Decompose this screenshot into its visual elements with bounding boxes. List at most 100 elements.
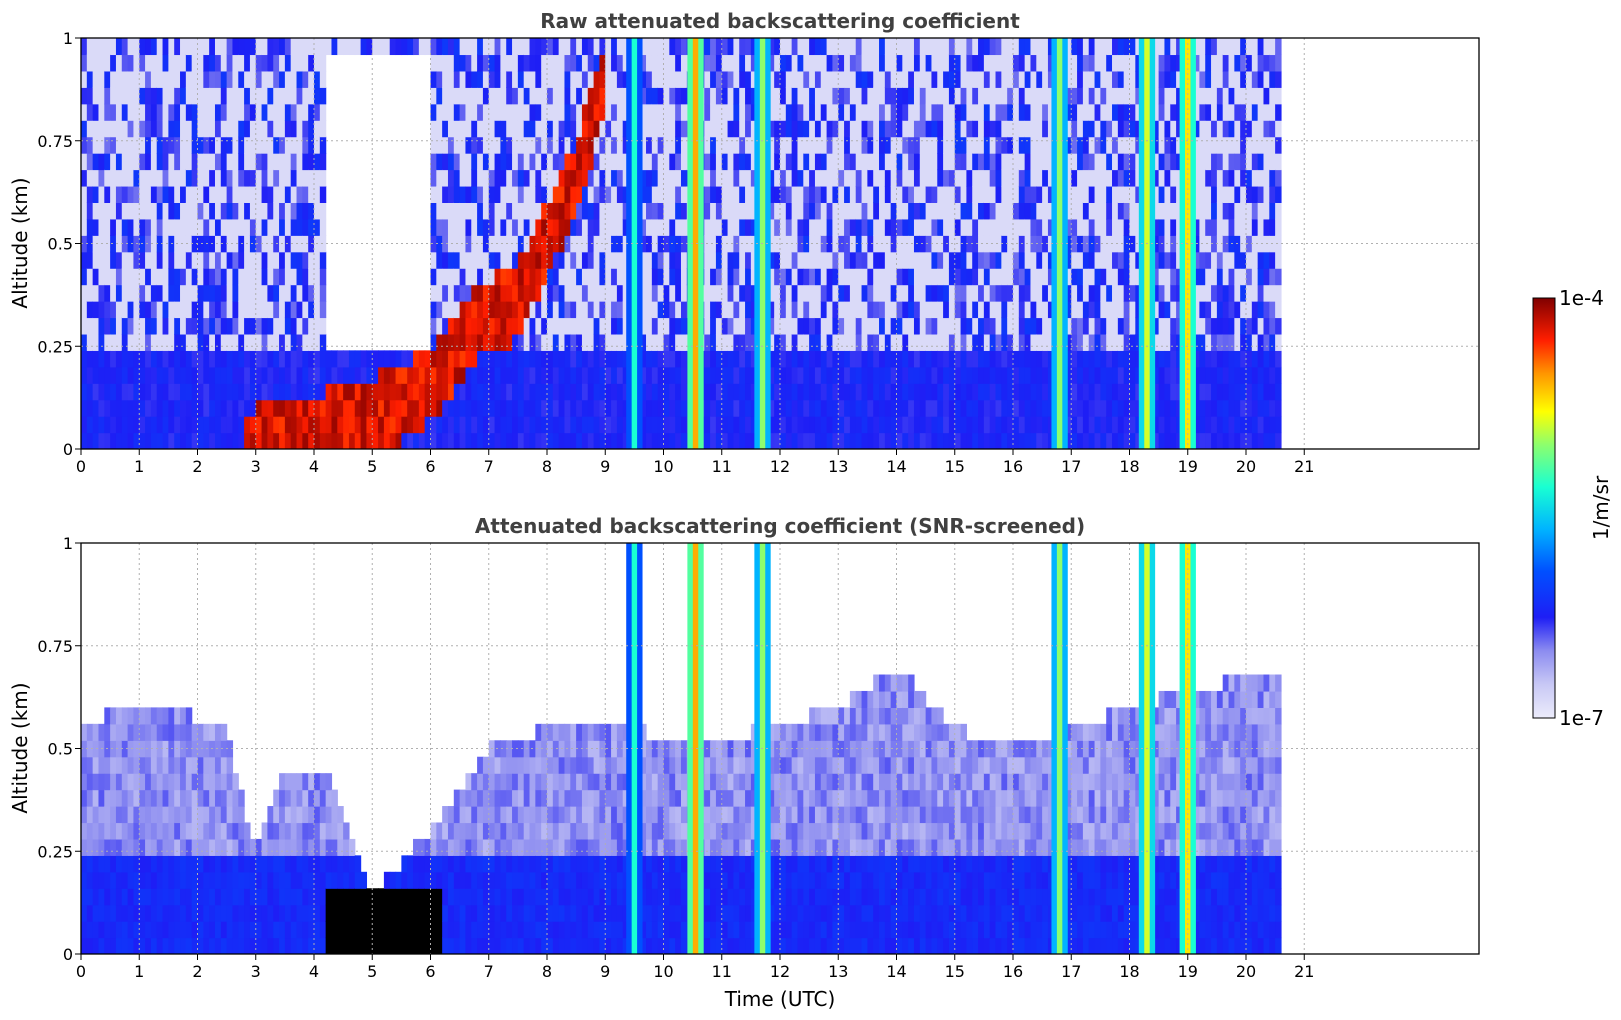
heat-cell <box>1047 185 1055 203</box>
heat-cell <box>1088 251 1096 269</box>
heat-cell <box>1135 284 1142 302</box>
heat-cell <box>902 87 909 105</box>
heat-cell <box>605 169 612 187</box>
heat-cell <box>611 202 618 220</box>
heat-cell <box>127 301 135 319</box>
heat-cell <box>1222 251 1230 269</box>
heat-cell <box>780 284 787 302</box>
heat-cell <box>98 888 105 906</box>
heat-cell <box>430 333 437 351</box>
heat-cell <box>1135 383 1142 401</box>
heat-cell <box>954 284 962 302</box>
heat-cell <box>820 432 828 449</box>
heat-cell <box>465 366 472 384</box>
heat-cell <box>110 169 117 187</box>
heat-cell <box>1030 251 1037 269</box>
heat-cell <box>861 432 868 449</box>
heat-cell <box>366 38 373 56</box>
heat-cell <box>849 54 857 72</box>
heat-cell <box>1152 54 1160 72</box>
heat-cell <box>1024 333 1032 351</box>
heat-cell <box>529 87 536 105</box>
heat-cell <box>279 169 286 187</box>
heat-cell <box>121 136 129 154</box>
heat-cell <box>797 70 804 88</box>
heat-cell <box>98 136 105 154</box>
heat-cell <box>1018 54 1026 72</box>
heat-cell <box>378 366 385 384</box>
heat-cell <box>675 301 682 319</box>
heat-cell <box>1269 366 1276 384</box>
heat-cell <box>459 218 467 236</box>
heat-cell <box>1088 366 1096 384</box>
heat-cell <box>715 350 723 368</box>
heat-cell <box>447 120 455 138</box>
heat-cell <box>785 235 793 253</box>
heat-cell <box>1112 103 1119 121</box>
heat-cell <box>564 432 571 449</box>
heat-cell <box>168 87 175 105</box>
heat-cell <box>1123 416 1131 434</box>
heat-cell <box>890 169 898 187</box>
heat-cell <box>838 416 845 434</box>
heat-cell <box>279 416 286 434</box>
heat-cell <box>1135 70 1142 88</box>
heat-cell <box>1065 251 1072 269</box>
heat-cell <box>1106 432 1113 449</box>
heat-cell <box>1211 38 1218 56</box>
heat-cell <box>214 284 222 302</box>
heat-cell <box>710 103 717 121</box>
heat-cell <box>1077 54 1084 72</box>
heat-cell <box>273 383 280 401</box>
heat-cell <box>1018 416 1026 434</box>
heat-cell <box>774 202 781 220</box>
heat-cell <box>133 251 140 269</box>
heat-cell <box>273 136 280 154</box>
heat-cell <box>809 87 816 105</box>
heat-cell <box>459 251 467 269</box>
heat-cell <box>919 218 927 236</box>
heat-cell <box>191 235 199 253</box>
heat-cell <box>1018 268 1026 286</box>
heat-cell <box>465 169 472 187</box>
heat-cell <box>314 202 321 220</box>
heat-cell <box>1257 169 1265 187</box>
heat-cell <box>704 136 711 154</box>
heat-cell <box>92 120 100 138</box>
heat-cell <box>535 317 542 335</box>
heat-cell <box>110 416 117 434</box>
heat-cell <box>651 268 659 286</box>
heat-cell <box>966 218 973 236</box>
heat-cell <box>1106 120 1113 138</box>
heat-cell <box>879 218 886 236</box>
heat-cell <box>995 87 1002 105</box>
heat-cell <box>255 317 263 335</box>
heat-cell <box>931 70 938 88</box>
heat-cell <box>249 301 257 319</box>
heat-cell <box>983 333 991 351</box>
heat-cell <box>267 268 274 286</box>
heat-cell <box>1036 333 1043 351</box>
heat-cell <box>98 120 105 138</box>
heat-cell <box>570 333 577 351</box>
heat-cell <box>1222 54 1230 72</box>
heat-cell <box>593 54 601 72</box>
heat-cell <box>162 399 169 417</box>
heat-cell <box>710 185 717 203</box>
heat-cell <box>162 301 169 319</box>
heat-cell <box>1100 185 1107 203</box>
heat-cell <box>290 383 298 401</box>
heat-cell <box>715 301 723 319</box>
heat-cell <box>966 416 973 434</box>
heat-cell <box>1176 153 1183 171</box>
heat-cell <box>366 416 373 434</box>
heat-cell <box>564 169 571 187</box>
heat-cell <box>1129 416 1136 434</box>
heat-cell <box>1164 202 1171 220</box>
heat-cell <box>104 103 111 121</box>
heat-cell <box>599 366 606 384</box>
heat-cell <box>820 153 828 171</box>
heat-cell <box>517 432 525 449</box>
heat-cell <box>972 185 979 203</box>
heat-cell <box>564 218 571 236</box>
